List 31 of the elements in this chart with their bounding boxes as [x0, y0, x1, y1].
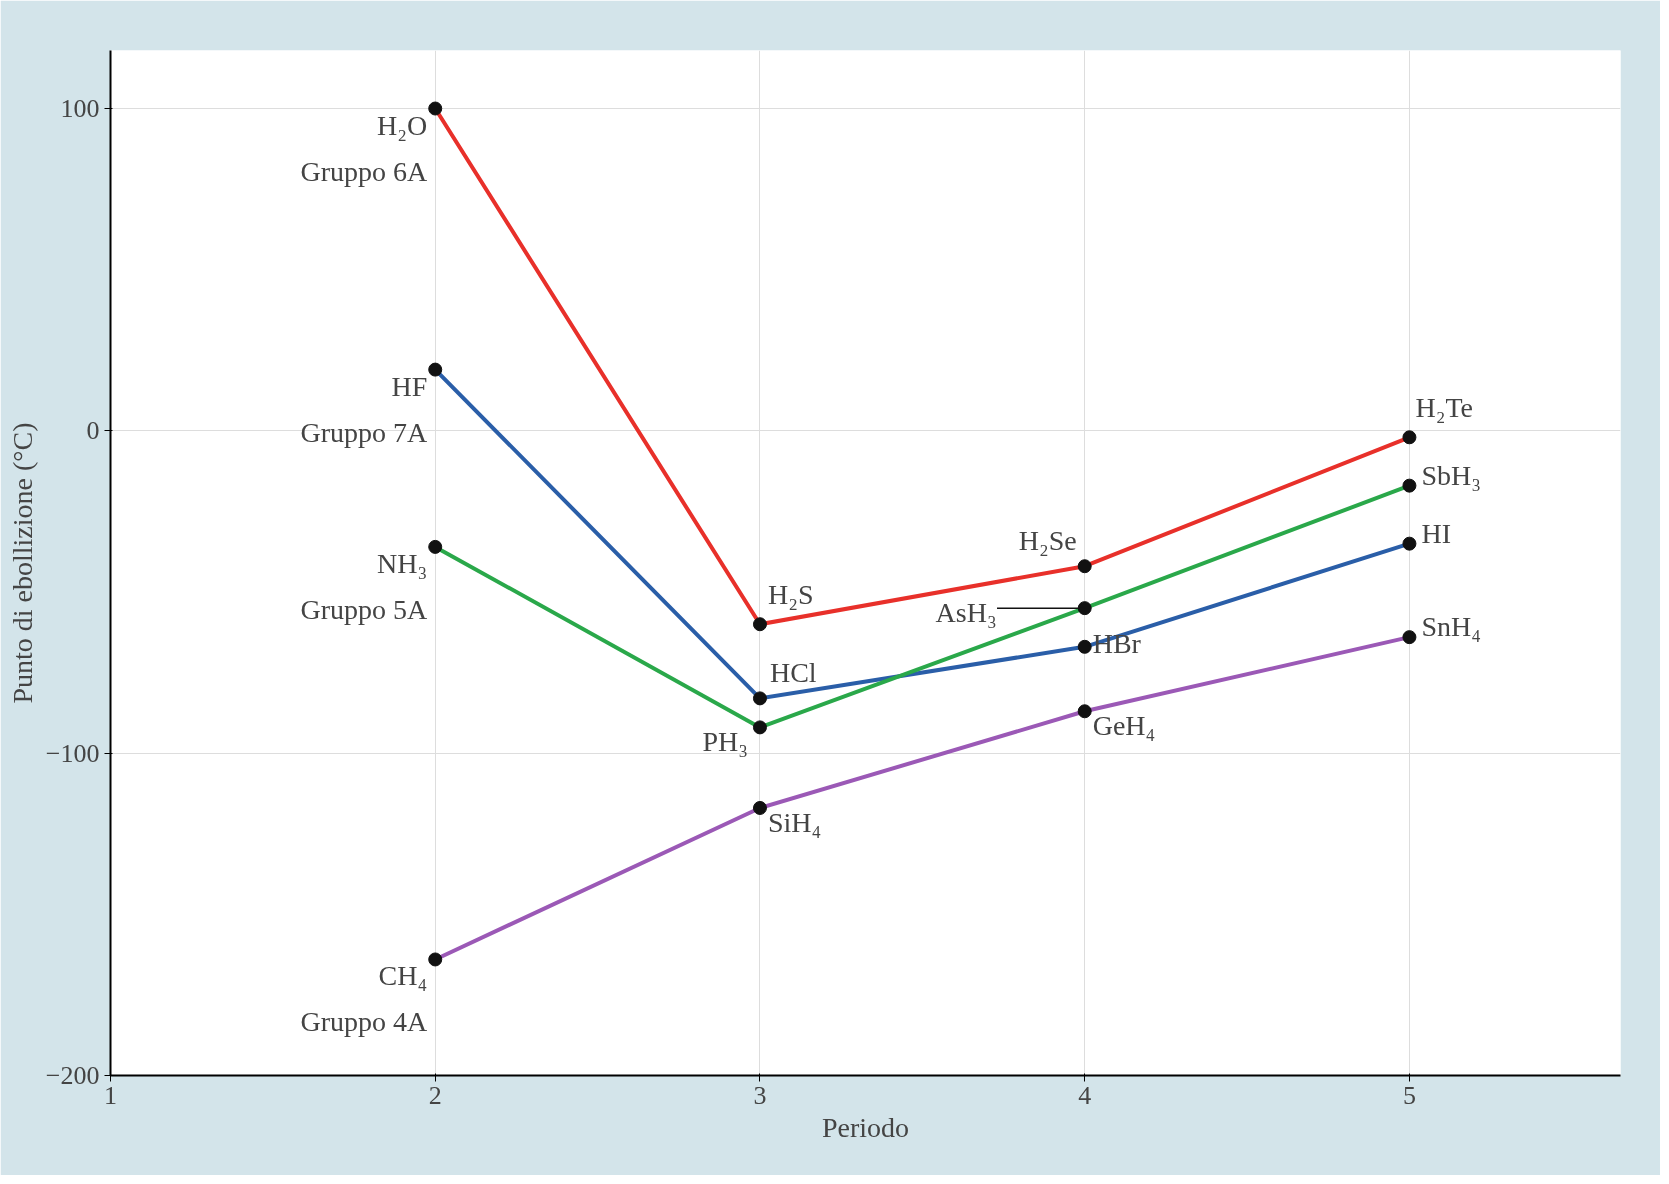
y-tick-label: −200: [45, 1061, 100, 1090]
annotation: H₂Te: [1415, 392, 1473, 424]
annotation: SiH₄: [767, 806, 822, 838]
series-label: Gruppo 5A: [300, 593, 429, 625]
annotation: H₂Se: [1018, 525, 1077, 557]
y-axis-title: Punto di ebollizione (°C): [6, 422, 38, 704]
annotation: HCl: [769, 657, 817, 689]
x-tick-label: 4: [1078, 1080, 1092, 1110]
y-tick-label: 0: [86, 416, 100, 446]
annotation: NH₃: [377, 547, 428, 579]
x-tick-label: 3: [753, 1080, 767, 1110]
annotation: GeH₄: [1092, 710, 1156, 742]
annotation: AsH₃: [935, 597, 997, 629]
annotation: HI: [1421, 517, 1451, 549]
x-tick-label: 5: [1402, 1080, 1416, 1110]
annotation: H₂S: [767, 579, 814, 611]
series-label: Gruppo 6A: [300, 155, 429, 187]
annotation: SbH₃: [1421, 459, 1481, 491]
annotation: HF: [391, 370, 428, 402]
y-tick-label: −100: [45, 738, 100, 768]
annotation: CH₄: [378, 960, 428, 992]
x-axis-title: Periodo: [821, 1111, 910, 1143]
annotation: PH₃: [702, 726, 748, 758]
annotation: H₂O: [377, 109, 428, 141]
annotation: HBr: [1092, 627, 1142, 659]
series-label: Gruppo 4A: [300, 1006, 429, 1038]
x-tick-label: 2: [428, 1080, 442, 1110]
series-label: Gruppo 7A: [300, 416, 429, 448]
y-tick-label: 100: [60, 94, 100, 124]
x-tick-label: 1: [104, 1080, 117, 1110]
annotation: SnH₄: [1421, 611, 1481, 643]
